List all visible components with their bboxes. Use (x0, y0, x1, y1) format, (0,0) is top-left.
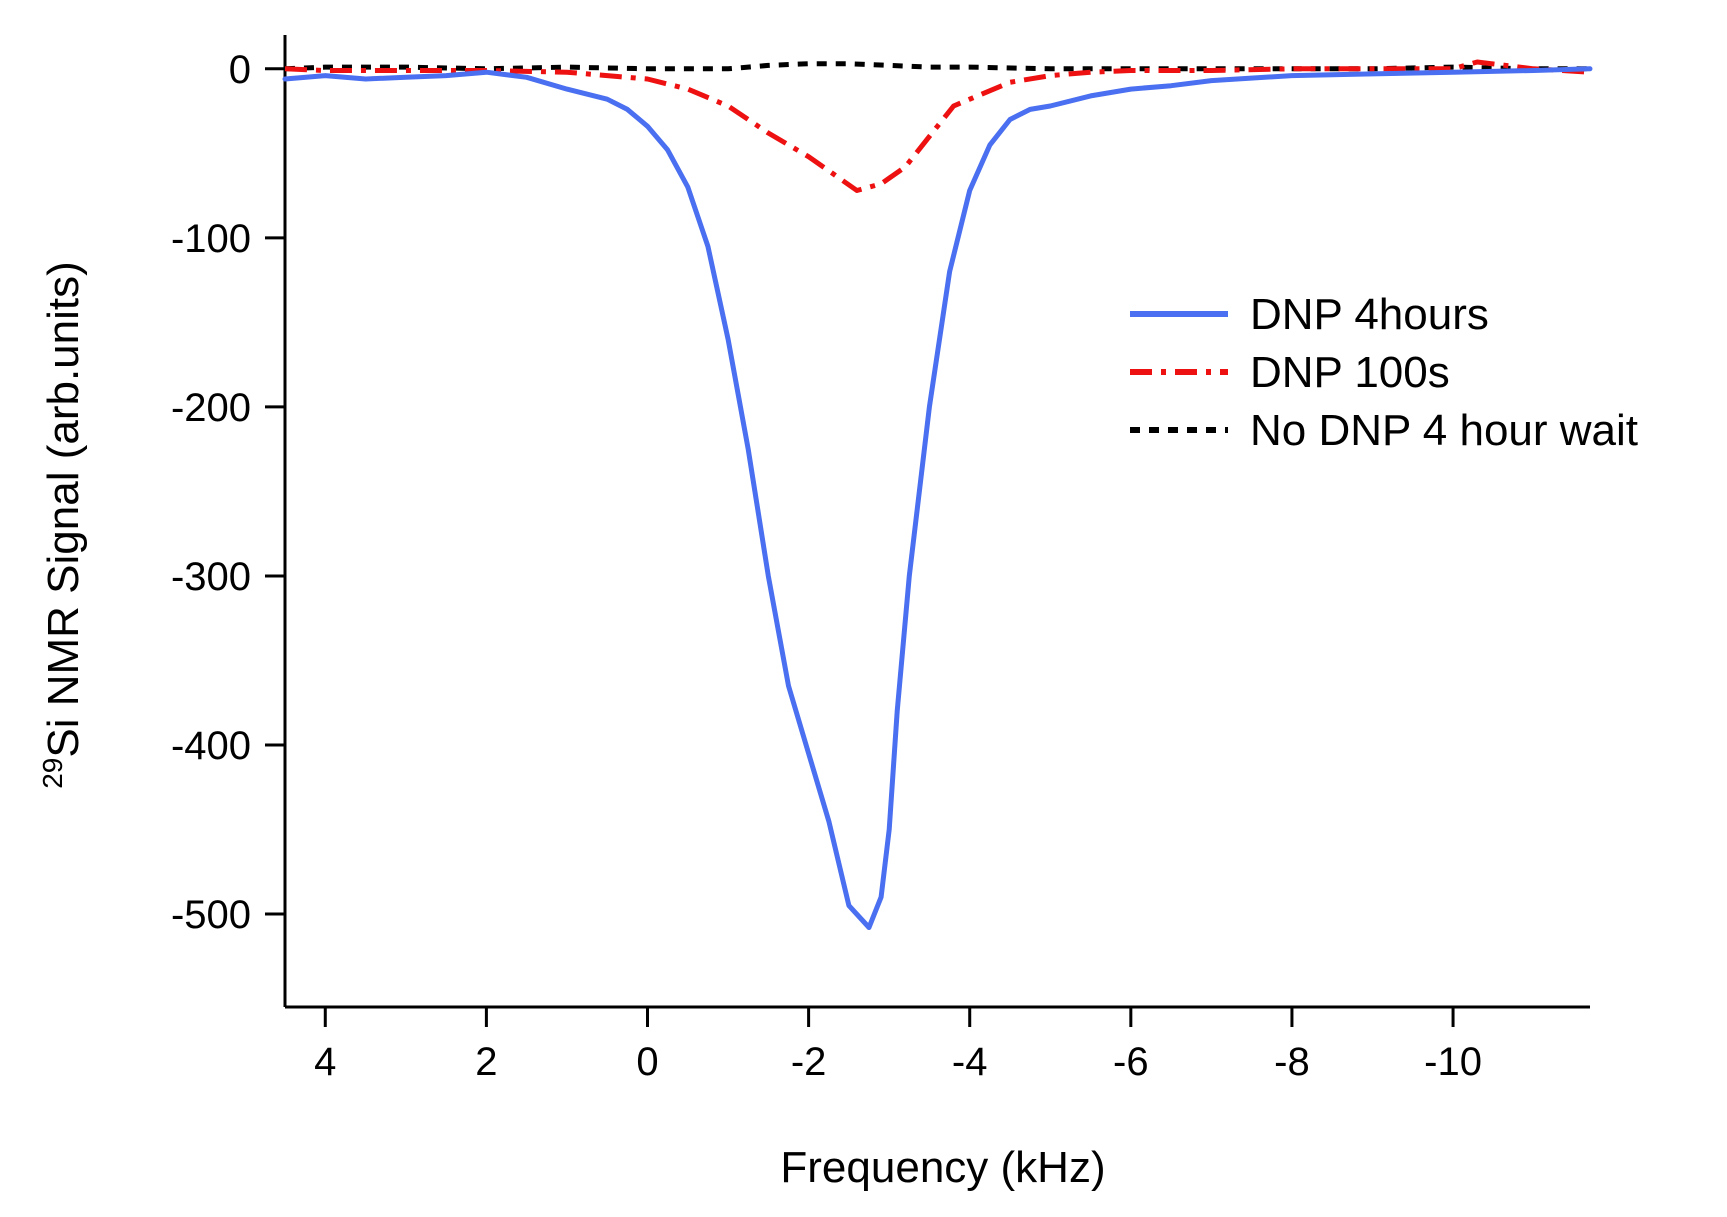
x-axis-title: Frequency (kHz) (780, 1143, 1105, 1192)
y-tick-label: -300 (171, 555, 251, 599)
x-tick-label: 2 (475, 1040, 497, 1084)
x-tick-label: -6 (1113, 1040, 1149, 1084)
y-tick-label: -200 (171, 386, 251, 430)
x-tick-label: -10 (1424, 1040, 1482, 1084)
x-tick-label: 4 (314, 1040, 336, 1084)
legend: DNP 4hours DNP 100s No DNP 4 hour wait (1130, 290, 1638, 455)
data-series (282, 59, 1593, 930)
y-axis-ticks: 0 -100 -200 -300 -400 -500 (171, 48, 285, 937)
x-tick-label: 0 (636, 1040, 658, 1084)
axes (283, 35, 1590, 1009)
y-axis-title-main: Si NMR Signal (arb.units) (39, 261, 88, 757)
series-line-dnp-100s (284, 59, 1591, 193)
legend-label: DNP 4hours (1250, 290, 1489, 339)
y-tick-label: 0 (229, 48, 251, 92)
legend-label: DNP 100s (1250, 348, 1450, 397)
x-axis-ticks: 4 2 0 -2 -4 -6 -8 -10 (314, 1007, 1482, 1084)
x-tick-label: -2 (791, 1040, 827, 1084)
x-tick-label: -8 (1274, 1040, 1310, 1084)
series-line-no-dnp-4-hour-wait (284, 61, 1590, 72)
y-tick-label: -500 (171, 893, 251, 937)
legend-label: No DNP 4 hour wait (1250, 406, 1638, 455)
series-line-dnp-4hours (282, 66, 1593, 930)
x-tick-label: -4 (952, 1040, 988, 1084)
y-tick-label: -100 (171, 217, 251, 261)
y-tick-label: -400 (171, 724, 251, 768)
y-axis-title: 29Si NMR Signal (arb.units) (37, 261, 88, 789)
y-axis-title-superscript: 29 (37, 758, 68, 789)
